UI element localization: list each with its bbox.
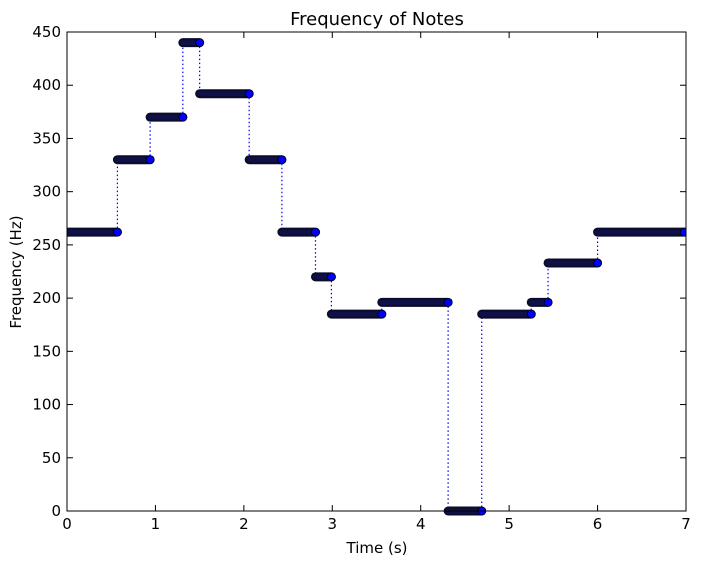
data-point: [244, 89, 254, 99]
x-tick-label: 0: [62, 515, 72, 533]
x-axis-label: Time (s): [346, 539, 408, 557]
x-tick-label: 4: [416, 515, 426, 533]
x-tick-label: 6: [593, 515, 603, 533]
data-point: [327, 272, 336, 282]
data-point: [311, 227, 320, 237]
x-tick-label: 2: [239, 515, 249, 533]
y-tick-label: 450: [32, 23, 61, 41]
data-point: [195, 38, 205, 48]
data-point: [443, 297, 453, 307]
data-point: [377, 309, 387, 319]
y-tick-label: 150: [32, 342, 61, 360]
data-point: [277, 155, 287, 165]
plot-area: [67, 38, 686, 516]
x-tick-label: 5: [504, 515, 514, 533]
y-tick-label: 350: [32, 129, 61, 147]
y-tick-label: 50: [42, 449, 61, 467]
y-tick-label: 200: [32, 289, 61, 307]
data-point: [543, 297, 553, 307]
data-point: [145, 155, 155, 165]
y-tick-label: 400: [32, 76, 61, 94]
x-tick-label: 3: [328, 515, 338, 533]
data-point: [113, 227, 122, 237]
plot-frame: [66, 31, 687, 512]
x-tick-label: 1: [151, 515, 161, 533]
y-axis-label: Frequency (Hz): [7, 215, 25, 328]
axis-ticks: 0 1 2 3 4 5 6 7 0 50 100 150 200 250 300 350 400 450: [32, 23, 690, 533]
data-point: [593, 258, 602, 268]
y-tick-label: 100: [32, 396, 61, 414]
y-tick-label: 0: [51, 502, 61, 520]
y-tick-label: 250: [32, 236, 61, 254]
x-tick-label: 7: [681, 515, 691, 533]
y-tick-label: 300: [32, 183, 61, 201]
data-point: [679, 227, 686, 237]
chart-title: Frequency of Notes: [290, 9, 464, 30]
data-point: [178, 112, 188, 122]
data-point: [526, 309, 536, 319]
